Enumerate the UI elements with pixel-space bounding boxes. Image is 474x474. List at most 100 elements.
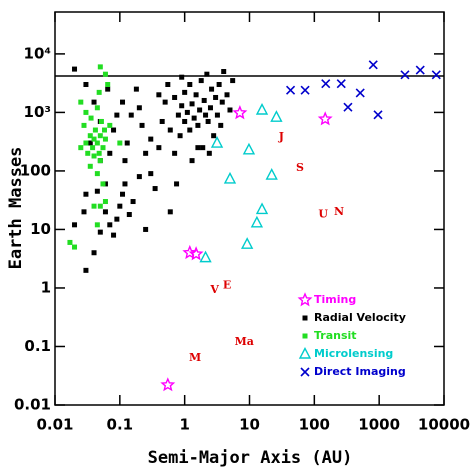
x-tick-label: 10000	[418, 416, 470, 434]
square-marker	[78, 99, 84, 105]
square-marker	[136, 105, 142, 111]
square-marker	[72, 66, 78, 72]
cross-marker	[400, 70, 410, 80]
star-marker	[317, 111, 333, 126]
square-marker	[148, 171, 154, 177]
cross-stroke	[286, 85, 296, 95]
legend-label: Direct Imaging	[314, 365, 406, 378]
square-marker	[219, 99, 225, 105]
triangle-marker	[255, 102, 269, 115]
square-marker	[206, 150, 212, 156]
square-marker	[88, 115, 94, 121]
square-marker	[83, 140, 89, 146]
square-marker	[209, 86, 215, 92]
y-tick-label: 10³	[24, 103, 51, 121]
cross-stroke	[321, 79, 331, 89]
square-marker	[67, 239, 73, 245]
triangle-marker	[242, 142, 256, 155]
y-tick-label: 0.01	[14, 396, 51, 414]
square-marker	[156, 92, 162, 98]
square-marker	[156, 145, 162, 151]
square-marker	[207, 105, 213, 111]
square-marker	[94, 140, 100, 146]
square-marker	[120, 191, 126, 197]
square-marker	[139, 122, 145, 128]
square-marker	[136, 174, 142, 180]
x-tick-label: 1000	[358, 416, 400, 434]
square-marker	[111, 232, 117, 238]
x-tick-label: 0.1	[107, 416, 134, 434]
triangle-marker	[240, 237, 254, 249]
cross-stroke	[400, 70, 410, 80]
square-marker	[197, 107, 203, 113]
star-marker	[182, 244, 198, 260]
square-marker	[91, 136, 97, 142]
triangle-marker	[255, 202, 269, 215]
square-marker	[167, 127, 173, 133]
square-marker	[198, 78, 204, 84]
square-marker	[130, 199, 136, 205]
triangle-marker	[210, 136, 224, 148]
square-marker	[97, 158, 103, 164]
square-marker	[122, 181, 128, 187]
square-marker	[91, 203, 97, 209]
square-marker	[91, 153, 97, 159]
square-marker	[81, 122, 87, 128]
square-marker	[81, 209, 87, 215]
cross-marker	[368, 60, 378, 70]
square-marker	[205, 118, 211, 124]
star-marker	[188, 246, 204, 261]
square-marker	[133, 86, 139, 92]
square-marker	[143, 150, 149, 156]
y-tick-label: 100	[20, 161, 51, 179]
triangle-marker	[199, 250, 212, 263]
square-marker	[100, 181, 106, 187]
square-marker	[72, 222, 78, 228]
square-marker	[224, 92, 230, 98]
square-marker	[117, 140, 123, 146]
legend-label: Timing	[314, 293, 356, 306]
square-marker	[189, 101, 195, 107]
cross-marker	[300, 367, 310, 377]
square-marker	[107, 150, 113, 156]
triangle-marker	[298, 346, 312, 359]
triangle-marker	[223, 171, 237, 184]
square-marker	[87, 163, 93, 169]
square-marker	[201, 97, 207, 103]
x-tick-label: 1	[179, 416, 189, 434]
square-marker	[91, 99, 97, 105]
cross-marker	[286, 85, 296, 95]
y-tick-label: 1	[41, 278, 51, 296]
square-marker	[162, 99, 168, 105]
cross-stroke	[336, 79, 346, 89]
square-marker	[91, 250, 97, 256]
square-marker	[94, 171, 100, 177]
square-marker	[152, 186, 158, 192]
square-marker	[172, 150, 178, 156]
square-marker	[83, 109, 89, 115]
square-marker	[90, 145, 96, 151]
square-marker	[72, 244, 78, 250]
square-marker	[94, 105, 100, 111]
square-marker	[189, 158, 195, 164]
planet-label: E	[223, 279, 231, 292]
square-marker	[105, 81, 111, 87]
square-marker	[122, 158, 128, 164]
legend-label: Transit	[314, 329, 357, 342]
square-marker	[179, 103, 185, 109]
square-marker	[107, 122, 113, 128]
cross-stroke	[373, 110, 383, 120]
triangle-marker	[270, 110, 283, 122]
square-marker	[102, 199, 108, 205]
planet-label: N	[334, 205, 344, 218]
square-marker	[124, 140, 130, 146]
square-marker	[83, 267, 89, 273]
triangle-marker	[250, 215, 264, 228]
planet-label: J	[278, 130, 284, 143]
square-marker	[302, 315, 308, 321]
square-marker	[94, 188, 100, 194]
square-marker	[182, 118, 188, 124]
square-marker	[175, 112, 181, 118]
star-marker	[232, 105, 248, 120]
